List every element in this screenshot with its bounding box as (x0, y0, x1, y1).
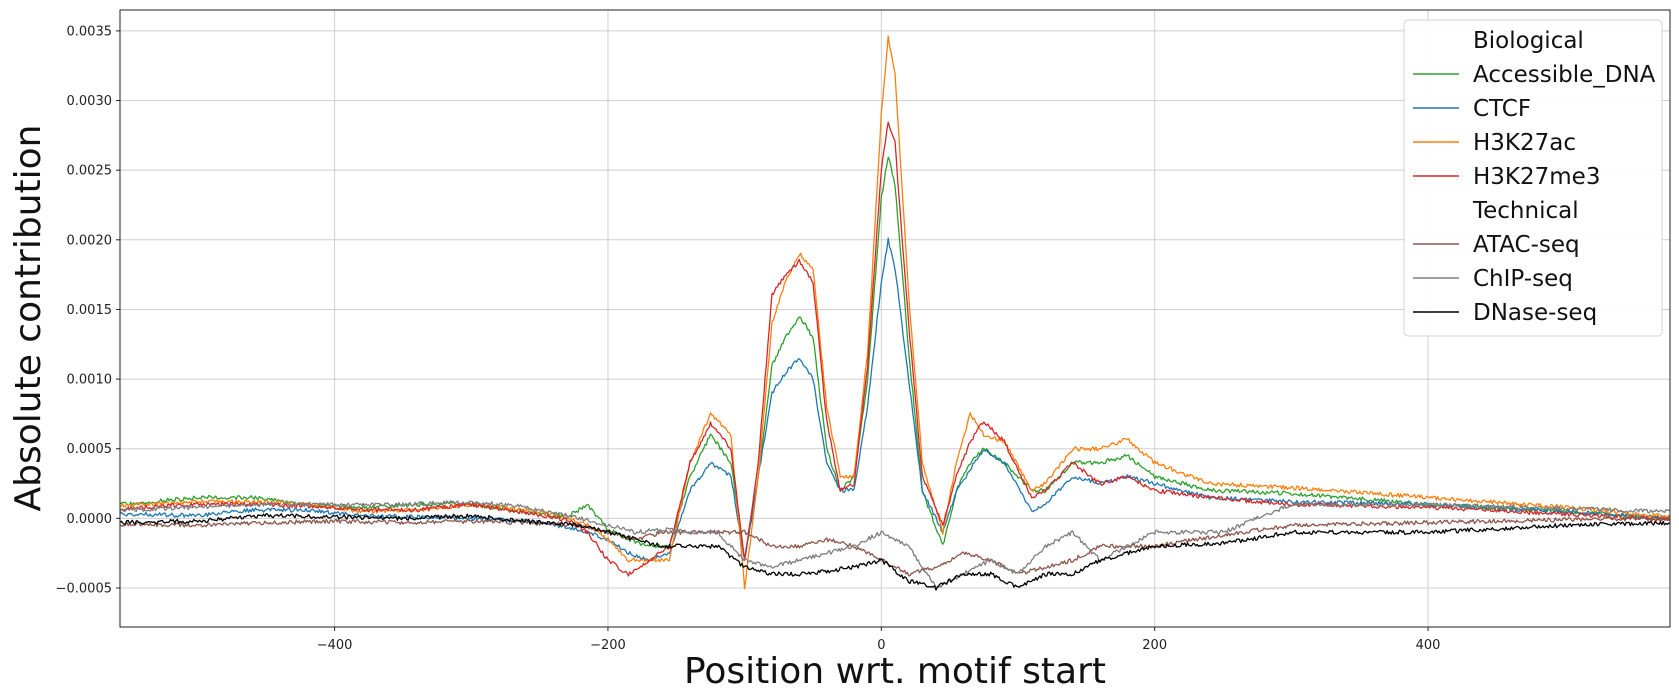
x-axis-label: Position wrt. motif start (684, 651, 1106, 692)
legend-entry-label: H3K27ac (1473, 130, 1576, 156)
series-lines (119, 35, 1671, 591)
y-ticks: −0.0005 0.0000 0.0005 0.0010 0.0015 0.0020 0.0… (56, 24, 120, 597)
x-tick-label: −200 (590, 638, 626, 653)
x-tick-label: 200 (1142, 638, 1167, 653)
y-tick-label: 0.0025 (67, 164, 113, 179)
series-line-dnase-seq (119, 513, 1671, 591)
legend-entry-label: Accessible_DNA (1473, 62, 1656, 88)
legend-box (1403, 19, 1663, 337)
y-tick-label: 0.0015 (67, 303, 113, 318)
x-tick-label: −400 (317, 638, 353, 653)
y-tick-label: −0.0005 (56, 582, 112, 597)
series-line-chip-seq (119, 500, 1671, 590)
plot-frame (119, 9, 1671, 628)
legend-entry-label: DNase-seq (1473, 300, 1597, 326)
x-tick-label: 0 (877, 638, 885, 653)
legend-group-title: Biological (1473, 28, 1584, 54)
y-tick-label: 0.0020 (67, 233, 113, 248)
y-axis-label: Absolute contribution (8, 125, 49, 512)
y-tick-label: 0.0030 (67, 94, 113, 109)
legend: Biological Accessible_DNA CTCF H3K27ac H3K27… (1403, 19, 1663, 337)
y-tick-label: 0.0010 (67, 373, 113, 388)
legend-group-title: Technical (1472, 198, 1579, 224)
legend-entry-label: CTCF (1473, 96, 1531, 122)
series-line-atac-seq (119, 515, 1671, 577)
y-tick-label: 0.0005 (67, 442, 113, 457)
legend-entry-label: H3K27me3 (1473, 164, 1600, 190)
x-ticks: −400 −200 0 200 400 (317, 627, 1441, 653)
legend-entry-label: ATAC-seq (1473, 232, 1580, 258)
y-tick-label: 0.0000 (67, 512, 113, 527)
y-tick-label: 0.0035 (67, 24, 113, 39)
legend-entry-label: ChIP-seq (1473, 266, 1573, 292)
series-line-h3k27me3 (119, 121, 1671, 577)
x-tick-label: 400 (1416, 638, 1441, 653)
